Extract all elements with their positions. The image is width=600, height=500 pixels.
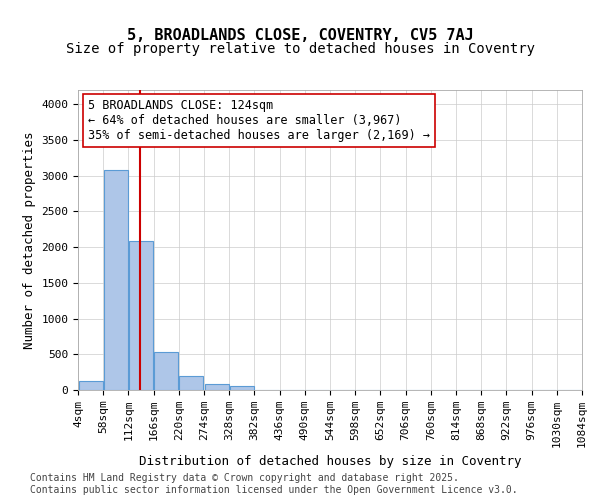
Bar [230, 386, 254, 390]
Bar [205, 384, 229, 390]
Text: 5 BROADLANDS CLOSE: 124sqm
← 64% of detached houses are smaller (3,967)
35% of s: 5 BROADLANDS CLOSE: 124sqm ← 64% of deta… [88, 99, 430, 142]
Bar [79, 380, 103, 390]
Bar [129, 242, 153, 390]
Bar [179, 376, 203, 390]
Text: Contains HM Land Registry data © Crown copyright and database right 2025.
Contai: Contains HM Land Registry data © Crown c… [30, 474, 518, 495]
Text: 5, BROADLANDS CLOSE, COVENTRY, CV5 7AJ: 5, BROADLANDS CLOSE, COVENTRY, CV5 7AJ [127, 28, 473, 42]
X-axis label: Distribution of detached houses by size in Coventry: Distribution of detached houses by size … [139, 456, 521, 468]
Bar [154, 352, 178, 390]
Bar [104, 170, 128, 390]
Text: Size of property relative to detached houses in Coventry: Size of property relative to detached ho… [65, 42, 535, 56]
Y-axis label: Number of detached properties: Number of detached properties [23, 131, 36, 349]
